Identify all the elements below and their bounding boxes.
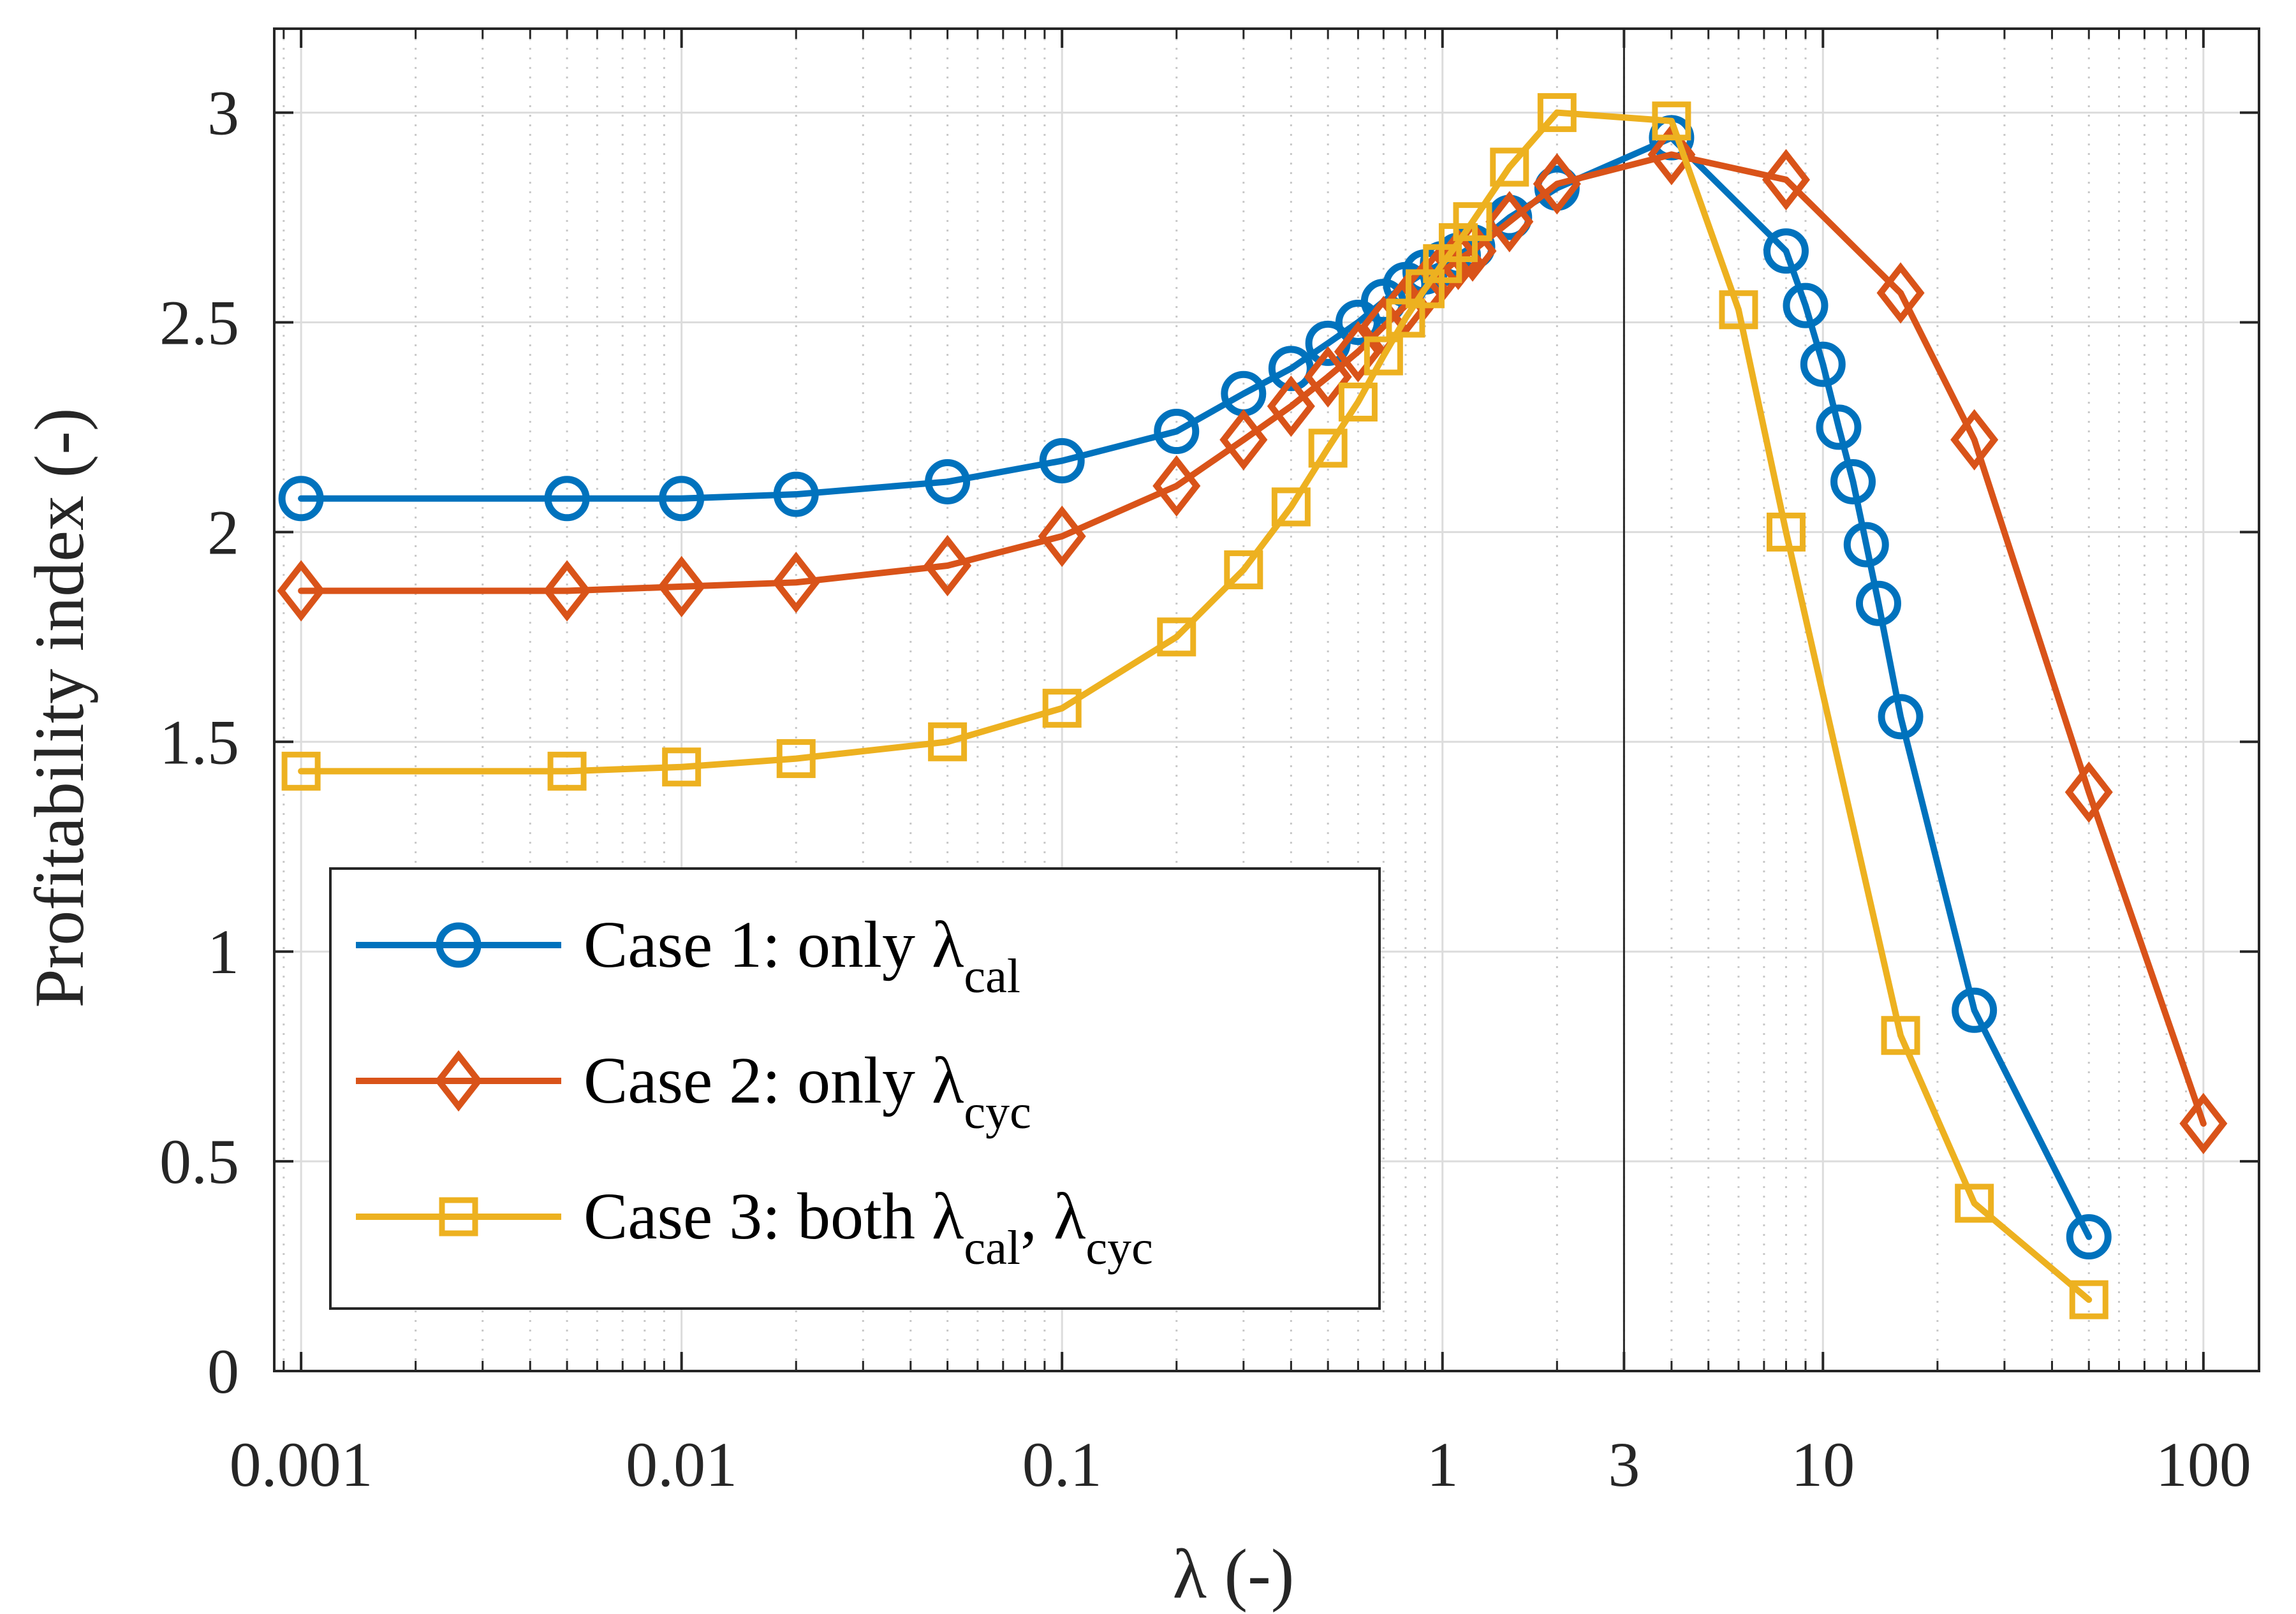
- x-tick-labels: 0.001 0.01 0.1 1 3 10 100: [230, 1429, 2251, 1500]
- data-point-square: [2069, 1280, 2108, 1319]
- data-point-square: [1338, 382, 1378, 422]
- legend-entry-2: Case 2: only λcyc: [356, 1044, 1031, 1139]
- data-point-square: [1364, 336, 1403, 376]
- data-point-circle: [1763, 228, 1809, 274]
- series-line: [298, 151, 2207, 1127]
- legend-entry-1: Case 1: only λcal: [356, 908, 1020, 1003]
- data-point-diamond: [1762, 149, 1811, 210]
- data-point-diamond: [277, 560, 325, 622]
- data-point-circle: [1783, 282, 1829, 328]
- y-tick-labels: 0 0.5 1 1.5 2 2.5 3: [159, 78, 239, 1407]
- data-point-square: [1652, 101, 1691, 141]
- data-point-diamond: [1950, 409, 1999, 471]
- data-point-circle: [2066, 1214, 2112, 1259]
- y-tick-label: 3: [207, 78, 239, 149]
- data-point-square: [1386, 298, 1425, 338]
- series-line: [298, 109, 2093, 1303]
- data-point-circle: [659, 476, 705, 522]
- plot-frame: [273, 27, 2260, 1372]
- x-tick-label: 3: [1608, 1429, 1640, 1500]
- data-point-square: [928, 722, 968, 761]
- data-point-square: [1955, 1184, 1994, 1223]
- data-point-circle: [278, 476, 324, 522]
- data-point-square: [1881, 1016, 1920, 1055]
- data-point-diamond: [1219, 409, 1268, 471]
- x-tick-label: 100: [2156, 1429, 2251, 1500]
- data-point-circle: [1268, 346, 1314, 392]
- data-point-diamond: [1434, 228, 1482, 290]
- x-axis-label: λ (-): [1173, 1535, 1295, 1613]
- y-tick-label: 1: [207, 916, 239, 987]
- data-point-circle: [1816, 404, 1862, 450]
- legend-label: Case 1: only λcal: [584, 908, 1020, 1003]
- data-point-square: [1490, 147, 1529, 187]
- legend-entry-3: Case 3: both λcal, λcyc: [356, 1180, 1153, 1275]
- data-point-circle: [1800, 341, 1846, 387]
- data-point-diamond: [658, 555, 706, 618]
- data-point-diamond: [1334, 321, 1382, 383]
- data-point-diamond: [1038, 505, 1086, 568]
- data-point-circle: [1855, 580, 1901, 626]
- data-point-square: [1766, 512, 1806, 552]
- data-point-square: [281, 751, 321, 791]
- data-point-square: [662, 747, 702, 787]
- legend: Case 1: only λcal Case 2: only λcyc Case 3…: [329, 867, 1381, 1310]
- data-point-circle: [773, 471, 819, 517]
- data-point-square: [1271, 487, 1311, 527]
- data-point-circle: [1952, 987, 1998, 1033]
- data-point-diamond: [1267, 375, 1315, 437]
- data-point-circle: [925, 459, 971, 504]
- y-tick-label: 0.5: [159, 1126, 239, 1197]
- x-tick-label: 0.01: [626, 1429, 737, 1500]
- x-tick-label: 1: [1427, 1429, 1459, 1500]
- data-point-circle: [544, 476, 590, 522]
- data-point-circle: [1843, 522, 1889, 568]
- data-point-circle: [1878, 694, 1924, 740]
- data-point-diamond: [1876, 262, 1925, 324]
- data-point-diamond: [1533, 153, 1581, 215]
- data-point-square: [1224, 550, 1263, 590]
- data-point-circle: [1039, 438, 1085, 484]
- data-point-square: [1308, 429, 1348, 468]
- data-point-square: [776, 739, 816, 779]
- x-tick-label: 10: [1791, 1429, 1855, 1500]
- minor-grid: [283, 29, 2188, 1371]
- axes-layer: [273, 27, 2260, 1372]
- data-point-square: [1157, 617, 1196, 657]
- series-layer: [277, 93, 2228, 1319]
- data-point-diamond: [434, 1050, 483, 1112]
- data-point-square: [439, 1197, 478, 1236]
- data-point-diamond: [772, 552, 820, 613]
- data-point-square: [1719, 290, 1758, 330]
- data-point-square: [1453, 202, 1492, 242]
- data-point-circle: [1154, 409, 1200, 454]
- data-point-diamond: [2064, 761, 2113, 823]
- y-tick-label: 2.5: [159, 287, 239, 358]
- y-tick-label: 0: [207, 1336, 239, 1407]
- y-tick-label: 1.5: [159, 707, 239, 777]
- data-point-diamond: [1152, 455, 1201, 517]
- x-tick-label: 0.1: [1022, 1429, 1102, 1500]
- data-point-square: [1537, 93, 1577, 133]
- data-point-diamond: [924, 534, 972, 597]
- data-point-diamond: [1647, 124, 1696, 186]
- x-tick-label: 0.001: [230, 1429, 373, 1500]
- data-point-square: [1042, 689, 1082, 728]
- data-point-circle: [436, 922, 482, 968]
- series-3: [281, 93, 2108, 1319]
- legend-label: Case 2: only λcyc: [584, 1044, 1031, 1139]
- y-tick-label: 2: [207, 497, 239, 568]
- data-point-diamond: [1485, 191, 1534, 253]
- data-point-diamond: [543, 560, 591, 622]
- data-point-circle: [1830, 459, 1876, 504]
- legend-label: Case 3: both λcal, λcyc: [584, 1180, 1153, 1275]
- y-axis-label: Profitability index (-): [20, 408, 98, 1008]
- data-point-square: [547, 751, 587, 791]
- data-point-diamond: [1304, 346, 1352, 408]
- data-point-diamond: [2179, 1092, 2228, 1155]
